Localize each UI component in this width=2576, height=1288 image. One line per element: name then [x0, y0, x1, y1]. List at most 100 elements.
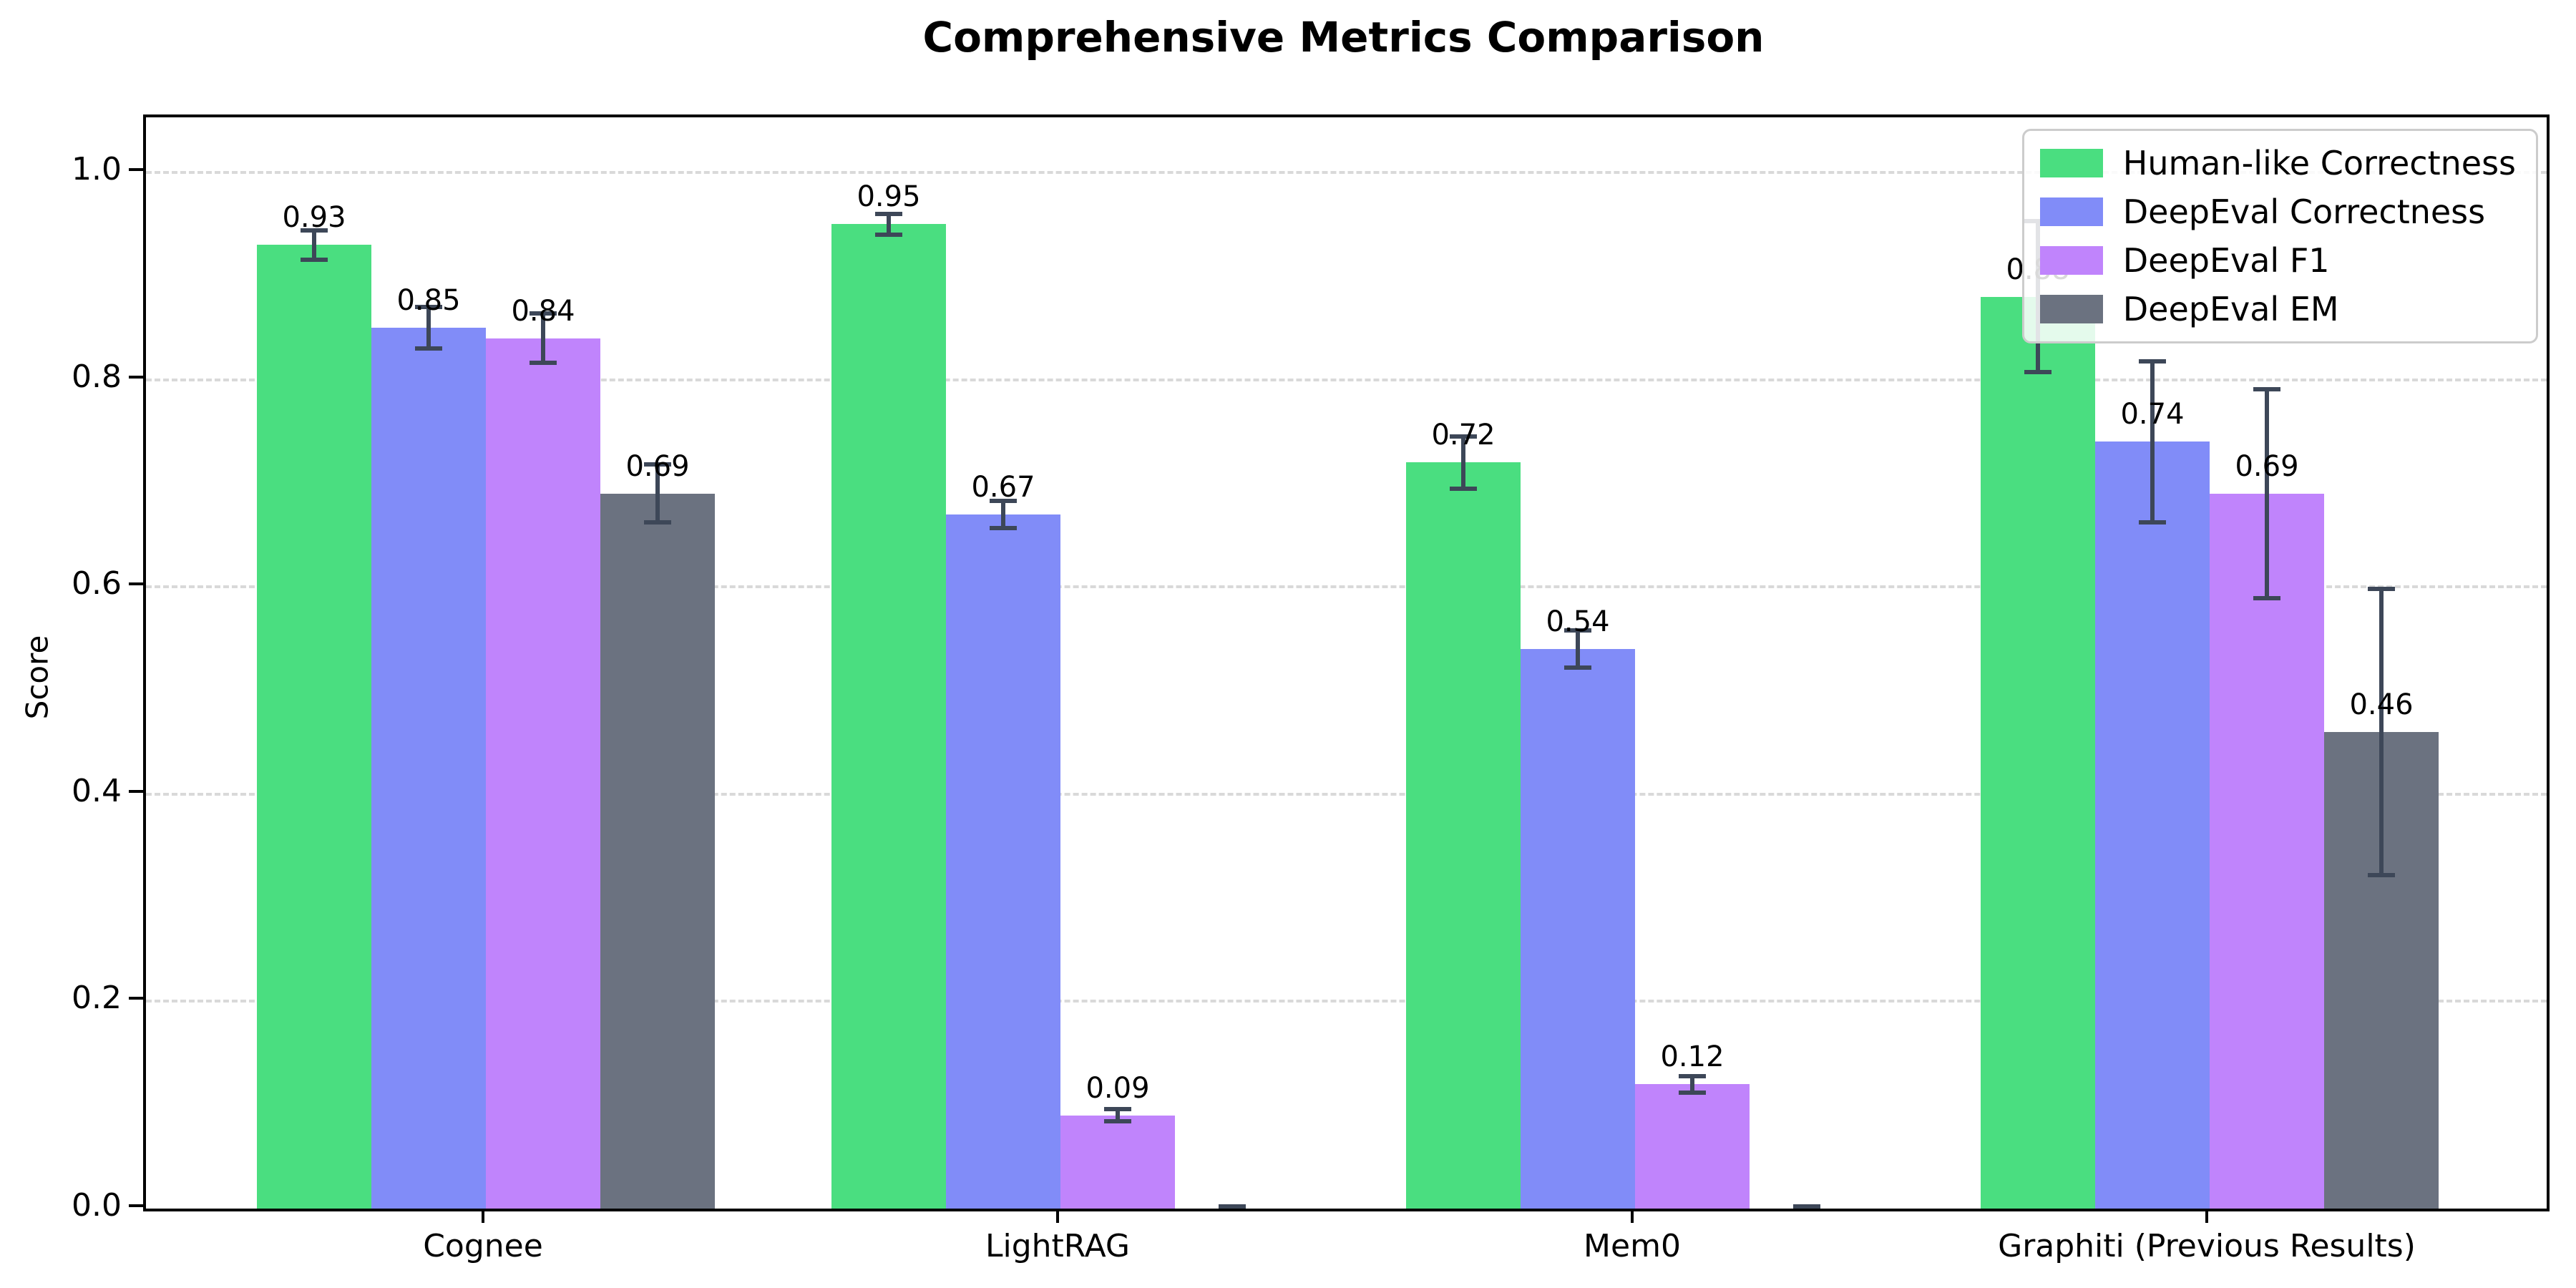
error-bar-cap — [2139, 520, 2166, 525]
bar-human-like-correctness-lightrag — [831, 224, 946, 1209]
bar-deepeval-em-cognee — [600, 494, 715, 1209]
error-bar-cap — [530, 361, 557, 366]
bar-value-label: 0.67 — [971, 470, 1035, 504]
error-bar-cap — [2139, 358, 2166, 364]
x-tick-label: Cognee — [423, 1228, 543, 1264]
chart-title: Comprehensive Metrics Comparison — [922, 13, 1765, 62]
error-bar-cap — [1104, 1107, 1131, 1112]
bar-value-label: 0.72 — [1431, 419, 1496, 452]
bar-deepeval-correctness-mem0 — [1521, 649, 1635, 1209]
legend-swatch-icon — [2039, 295, 2103, 323]
gridline-0.8 — [146, 378, 2547, 381]
bar-value-label: 0.93 — [282, 201, 346, 235]
legend-label: DeepEval F1 — [2122, 241, 2330, 280]
legend-swatch-icon — [2039, 149, 2103, 177]
y-tick-mark-0.2 — [129, 997, 143, 1000]
bar-value-label: 0.74 — [2120, 398, 2185, 431]
bar-deepeval-correctness-lightrag — [946, 514, 1060, 1209]
y-tick-mark-0.8 — [129, 375, 143, 379]
x-tick-mark — [2205, 1209, 2208, 1223]
legend-entry: Human-like Correctness — [2039, 144, 2516, 182]
y-tick-label-0.8: 0.8 — [72, 358, 122, 395]
gridline-0.4 — [146, 792, 2547, 796]
error-bar-cap — [644, 520, 671, 525]
error-bar — [1576, 628, 1580, 670]
y-axis-label: Score — [19, 635, 55, 720]
error-bar — [312, 228, 316, 262]
legend-label: Human-like Correctness — [2122, 144, 2516, 182]
error-bar-cap — [1679, 1090, 1706, 1095]
y-tick-mark-1.0 — [129, 168, 143, 171]
bar-deepeval-correctness-graphiti-previous-results- — [2095, 441, 2210, 1209]
bar-value-label: 0.69 — [625, 449, 690, 483]
error-bar-cap — [1564, 665, 1591, 670]
gridline-0.6 — [146, 585, 2547, 589]
error-bar — [426, 305, 431, 351]
plot-area: 0.930.950.720.880.850.670.540.740.840.09… — [143, 114, 2550, 1211]
error-bar-cap — [2024, 370, 2051, 375]
bar-deepeval-correctness-cognee — [371, 328, 486, 1209]
gridline-1.0 — [146, 171, 2547, 174]
bar-value-label: 0.69 — [2235, 449, 2299, 483]
bar-value-label: 0.12 — [1660, 1040, 1724, 1074]
error-bar-cap — [2368, 872, 2395, 877]
bar-human-like-correctness-cognee — [257, 245, 371, 1209]
error-bar-cap — [875, 232, 902, 237]
error-bar-cap — [530, 311, 557, 316]
legend-label: DeepEval EM — [2122, 290, 2339, 328]
error-bar — [2265, 386, 2269, 601]
error-bar-cap — [301, 228, 328, 233]
error-bar-cap — [415, 305, 442, 310]
y-tick-mark-0.4 — [129, 789, 143, 793]
bar-deepeval-f1-mem0 — [1635, 1084, 1750, 1209]
error-bar-cap — [1450, 434, 1477, 439]
bar-deepeval-f1-cognee — [486, 338, 600, 1209]
error-bar — [1001, 499, 1005, 530]
error-bar-cap — [1564, 628, 1591, 633]
y-tick-mark-0.6 — [129, 582, 143, 586]
error-bar-cap — [1793, 1204, 1820, 1209]
error-bar-cap — [301, 257, 328, 262]
y-tick-label-0.2: 0.2 — [72, 980, 122, 1017]
x-tick-label: Graphiti (Previous Results) — [1998, 1228, 2416, 1264]
legend-swatch-icon — [2039, 197, 2103, 226]
error-bar-cap — [415, 346, 442, 351]
legend: Human-like Correctness DeepEval Correctne… — [2021, 129, 2538, 343]
error-bar-cap — [1679, 1073, 1706, 1078]
error-bar-cap — [990, 525, 1017, 530]
bar-deepeval-f1-graphiti-previous-results- — [2210, 494, 2324, 1209]
error-bar-cap — [1450, 486, 1477, 491]
x-tick-label: LightRAG — [985, 1228, 1131, 1264]
y-tick-label-0.6: 0.6 — [72, 565, 122, 602]
bar-value-label: 0.84 — [511, 294, 575, 328]
bar-value-label: 0.09 — [1085, 1071, 1150, 1105]
error-bar — [2379, 587, 2384, 877]
error-bar — [1461, 434, 1465, 491]
error-bar — [2150, 358, 2155, 525]
error-bar — [1116, 1107, 1120, 1124]
error-bar — [655, 462, 660, 525]
legend-swatch-icon — [2039, 246, 2103, 275]
bar-value-label: 0.46 — [2349, 688, 2414, 721]
error-bar-cap — [1104, 1119, 1131, 1124]
gridline-0.2 — [146, 1000, 2547, 1003]
y-tick-label-0.0: 0.0 — [72, 1187, 122, 1224]
legend-entry: DeepEval F1 — [2039, 241, 2516, 280]
error-bar — [1690, 1073, 1694, 1095]
legend-entry: DeepEval EM — [2039, 290, 2516, 328]
legend-entry: DeepEval Correctness — [2039, 192, 2516, 231]
bar-value-label: 0.54 — [1546, 605, 1610, 639]
y-tick-label-1.0: 1.0 — [72, 151, 122, 187]
legend-label: DeepEval Correctness — [2122, 192, 2486, 231]
x-tick-mark — [1056, 1209, 1059, 1223]
error-bar-cap — [875, 212, 902, 217]
bar-deepeval-f1-lightrag — [1060, 1116, 1175, 1209]
bar-value-label: 0.85 — [396, 284, 461, 318]
error-bar-cap — [990, 499, 1017, 504]
error-bar — [541, 311, 545, 366]
error-bar-cap — [2253, 596, 2280, 601]
x-tick-mark — [1631, 1209, 1634, 1223]
bar-value-label: 0.95 — [857, 180, 921, 214]
x-tick-label: Mem0 — [1584, 1228, 1681, 1264]
